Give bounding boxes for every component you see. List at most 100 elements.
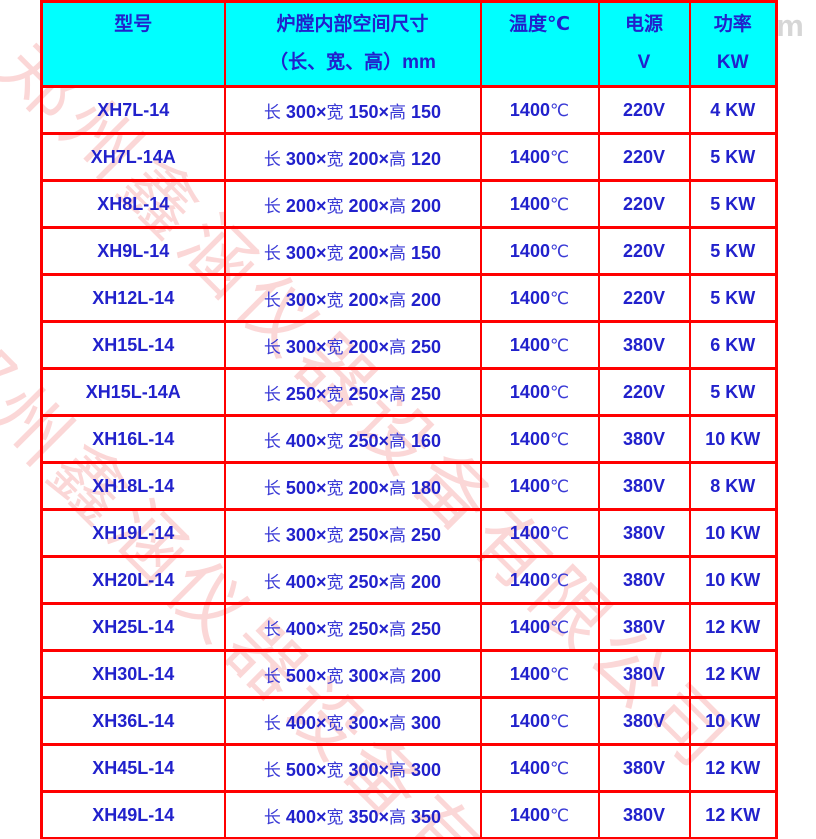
header-dimensions-label: 炉膛内部空间尺寸	[276, 14, 429, 35]
model-cell: XH15L-14	[40, 320, 226, 370]
voltage-cell: 380V	[597, 508, 691, 558]
temperature-cell: 1400℃	[479, 743, 600, 793]
voltage-cell: 220V	[597, 273, 691, 323]
power-cell: 10 KW	[688, 414, 778, 464]
table-row: XH16L-14 长 400×宽 250×高 160 1400℃ 380V 10 KW	[40, 414, 778, 464]
power-cell: 10 KW	[688, 508, 778, 558]
table-row: XH19L-14 长 300×宽 250×高 250 1400℃ 380V 10 KW	[40, 508, 778, 558]
temperature-cell: 1400℃	[479, 461, 600, 511]
model-cell: XH12L-14	[40, 273, 226, 323]
header-power-supply-label: 电源	[624, 14, 663, 35]
voltage-cell: 380V	[597, 414, 691, 464]
dimensions-cell: 长 300×宽 200×高 120	[223, 132, 482, 182]
dimensions-cell: 长 300×宽 200×高 150	[223, 226, 482, 276]
model-cell: XH18L-14	[40, 461, 226, 511]
power-cell: 5 KW	[688, 226, 778, 276]
dimensions-cell: 长 200×宽 200×高 200	[223, 179, 482, 229]
model-cell: XH45L-14	[40, 743, 226, 793]
model-cell: XH8L-14	[40, 179, 226, 229]
dimensions-cell: 长 400×宽 350×高 350	[223, 790, 482, 839]
temperature-cell: 1400℃	[479, 602, 600, 652]
table-row: XH45L-14 长 500×宽 300×高 300 1400℃ 380V 12 KW	[40, 743, 778, 793]
voltage-cell: 220V	[597, 132, 691, 182]
header-power-supply-sub: V	[637, 52, 651, 73]
table-row: XH9L-14 长 300×宽 200×高 150 1400℃ 220V 5 KW	[40, 226, 778, 276]
temperature-cell: 1400℃	[479, 273, 600, 323]
header-model-label: 型号	[114, 14, 153, 35]
header-power-supply: 电源 V	[597, 0, 691, 88]
model-cell: XH7L-14A	[40, 132, 226, 182]
power-cell: 8 KW	[688, 461, 778, 511]
dimensions-cell: 长 400×宽 250×高 160	[223, 414, 482, 464]
dimensions-cell: 长 500×宽 300×高 200	[223, 649, 482, 699]
table-row: XH36L-14 长 400×宽 300×高 300 1400℃ 380V 10 KW	[40, 696, 778, 746]
table-row: XH25L-14 长 400×宽 250×高 250 1400℃ 380V 12 KW	[40, 602, 778, 652]
header-row: 型号 炉膛内部空间尺寸 （长、宽、高）mm 温度℃ 电源 V 功率 KW	[40, 0, 778, 88]
dimensions-cell: 长 300×宽 250×高 250	[223, 508, 482, 558]
voltage-cell: 380V	[597, 461, 691, 511]
model-cell: XH19L-14	[40, 508, 226, 558]
voltage-cell: 380V	[597, 696, 691, 746]
voltage-cell: 380V	[597, 555, 691, 605]
header-temperature: 温度℃	[479, 0, 600, 88]
header-model-sub	[44, 50, 223, 76]
voltage-cell: 220V	[597, 85, 691, 135]
dimensions-cell: 长 400×宽 300×高 300	[223, 696, 482, 746]
model-cell: XH15L-14A	[40, 367, 226, 417]
header-dimensions-sub: （长、宽、高）mm	[269, 52, 436, 73]
voltage-cell: 380V	[597, 743, 691, 793]
model-cell: XH25L-14	[40, 602, 226, 652]
table-row: XH18L-14 长 500×宽 200×高 180 1400℃ 380V 8 KW	[40, 461, 778, 511]
power-cell: 12 KW	[688, 790, 778, 839]
power-cell: 5 KW	[688, 273, 778, 323]
header-power-label: 功率	[713, 14, 752, 35]
header-model: 型号	[40, 0, 226, 88]
temperature-cell: 1400℃	[479, 320, 600, 370]
temperature-cell: 1400℃	[479, 696, 600, 746]
power-cell: 12 KW	[688, 743, 778, 793]
dimensions-cell: 长 300×宽 200×高 200	[223, 273, 482, 323]
power-cell: 12 KW	[688, 602, 778, 652]
model-cell: XH9L-14	[40, 226, 226, 276]
model-cell: XH36L-14	[40, 696, 226, 746]
temperature-cell: 1400℃	[479, 132, 600, 182]
temperature-cell: 1400℃	[479, 226, 600, 276]
dimensions-cell: 长 250×宽 250×高 250	[223, 367, 482, 417]
table-row: XH15L-14 长 300×宽 200×高 250 1400℃ 380V 6 KW	[40, 320, 778, 370]
power-cell: 10 KW	[688, 696, 778, 746]
temperature-cell: 1400℃	[479, 179, 600, 229]
voltage-cell: 380V	[597, 602, 691, 652]
dimensions-cell: 长 400×宽 250×高 250	[223, 602, 482, 652]
dimensions-cell: 长 300×宽 200×高 250	[223, 320, 482, 370]
model-cell: XH16L-14	[40, 414, 226, 464]
voltage-cell: 380V	[597, 320, 691, 370]
model-cell: XH49L-14	[40, 790, 226, 839]
power-cell: 5 KW	[688, 367, 778, 417]
temperature-cell: 1400℃	[479, 85, 600, 135]
voltage-cell: 220V	[597, 179, 691, 229]
table-row: XH15L-14A 长 250×宽 250×高 250 1400℃ 220V 5 KW	[40, 367, 778, 417]
header-power: 功率 KW	[688, 0, 778, 88]
power-cell: 5 KW	[688, 179, 778, 229]
model-cell: XH20L-14	[40, 555, 226, 605]
header-dimensions: 炉膛内部空间尺寸 （长、宽、高）mm	[223, 0, 482, 88]
dimensions-cell: 长 400×宽 250×高 200	[223, 555, 482, 605]
header-power-sub: KW	[716, 52, 749, 73]
header-temperature-label: 温度℃	[508, 14, 570, 35]
table-row: XH30L-14 长 500×宽 300×高 200 1400℃ 380V 12 KW	[40, 649, 778, 699]
model-cell: XH7L-14	[40, 85, 226, 135]
power-cell: 5 KW	[688, 132, 778, 182]
header-temperature-sub	[483, 50, 597, 76]
voltage-cell: 380V	[597, 790, 691, 839]
power-cell: 12 KW	[688, 649, 778, 699]
power-cell: 4 KW	[688, 85, 778, 135]
temperature-cell: 1400℃	[479, 414, 600, 464]
dimensions-cell: 长 500×宽 200×高 180	[223, 461, 482, 511]
table-row: XH7L-14 长 300×宽 150×高 150 1400℃ 220V 4 KW	[40, 85, 778, 135]
temperature-cell: 1400℃	[479, 790, 600, 839]
table-row: XH8L-14 长 200×宽 200×高 200 1400℃ 220V 5 KW	[40, 179, 778, 229]
voltage-cell: 220V	[597, 226, 691, 276]
dimensions-cell: 长 500×宽 300×高 300	[223, 743, 482, 793]
spec-table: 型号 炉膛内部空间尺寸 （长、宽、高）mm 温度℃ 电源 V 功率 KW	[40, 0, 778, 839]
